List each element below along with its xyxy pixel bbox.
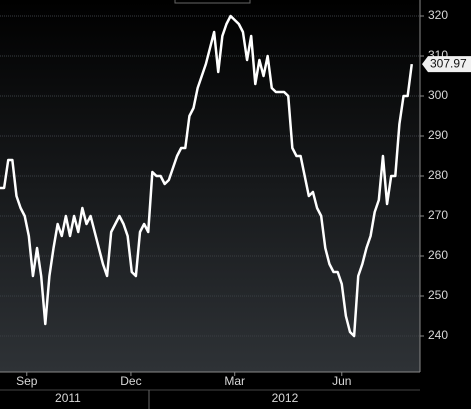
plot-background [0, 0, 420, 372]
price-line [0, 14, 414, 338]
x-tick-label: Dec [120, 374, 141, 388]
x-tick-label: Jun [332, 374, 351, 388]
year-label: 2012 [272, 391, 299, 405]
x-tick-label: Mar [224, 374, 245, 388]
last-value-box [422, 56, 471, 73]
year-label: 2011 [55, 391, 81, 405]
legend-box [174, 0, 251, 4]
y-tick-label: 320 [428, 8, 448, 22]
y-tick-label: 280 [428, 168, 448, 182]
y-tick-label: 260 [428, 248, 448, 262]
x-tick-label: Sep [16, 374, 38, 388]
y-tick-label: 250 [428, 288, 448, 302]
y-tick-label: 290 [428, 128, 448, 142]
y-tick-label: 270 [428, 208, 448, 222]
last-value-label: 307.97 [430, 56, 467, 70]
y-tick-label: 240 [428, 328, 448, 342]
y-tick-label: 300 [428, 88, 448, 102]
